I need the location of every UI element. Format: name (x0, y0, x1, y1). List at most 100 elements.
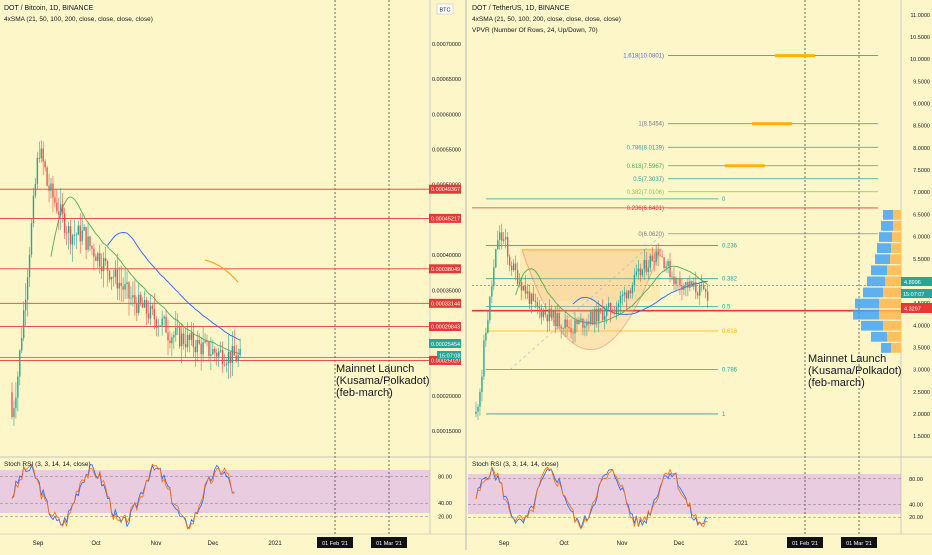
left-candle-body (95, 256, 97, 261)
right-retracement-label: 0.618 (722, 329, 738, 335)
left-candle-body (77, 225, 79, 235)
right-vpvr-bar-down (883, 287, 901, 298)
left-candle-body (179, 327, 181, 347)
right-y-tick-label: 3.0000 (913, 368, 930, 374)
right-candle-body (639, 268, 642, 276)
left-candle-body (219, 350, 222, 352)
right-annotation-line-1: Mainnet Launch (808, 353, 886, 365)
right-candle-body (645, 260, 647, 272)
right-candle-body (546, 314, 548, 322)
left-candle-body (143, 299, 146, 308)
left-candle-body (157, 325, 159, 328)
left-candle-body (42, 148, 44, 162)
right-y-tick-label: 8.0000 (913, 146, 930, 152)
left-candle-body (218, 351, 220, 357)
right-y-tick-label: 5.5000 (913, 257, 930, 263)
left-candle-body (24, 299, 27, 311)
right-candle-body (522, 285, 525, 291)
left-candle-body (126, 282, 128, 285)
left-level-badge (429, 184, 461, 194)
right-candle-body (663, 257, 665, 269)
right-candle-body (485, 332, 487, 341)
left-candle-body (223, 364, 226, 366)
right-candle-body (611, 312, 614, 313)
right-candle-body (516, 270, 519, 284)
right-vpvr-bar-down (893, 209, 901, 220)
right-candle-body (655, 251, 657, 263)
left-candle-body (54, 197, 56, 203)
right-y-tick-label: 9.0000 (913, 102, 930, 108)
right-price-label: 4.8996 (904, 280, 921, 286)
left-date-marker-badge (317, 537, 353, 548)
left-candle-body (91, 246, 93, 249)
right-target-zone (752, 122, 792, 126)
right-y-tick-label: 11.0000 (911, 13, 930, 19)
left-rsi-level-label: 40.00 (438, 501, 452, 507)
right-candle-body (510, 265, 513, 271)
left-candle-body (206, 340, 208, 342)
right-candle-body (619, 296, 622, 304)
right-candle-body (544, 311, 546, 315)
left-candle-body (173, 335, 175, 338)
right-candle-body (566, 319, 568, 327)
left-candle-body (26, 277, 29, 300)
left-level-label: 0.00029843 (431, 325, 460, 331)
right-candle-body (706, 291, 709, 301)
right-y-tick-label: 3.5000 (913, 345, 930, 351)
right-candle-body (564, 319, 566, 329)
right-candle-body (548, 308, 550, 322)
right-x-tick-label: Nov (617, 541, 628, 547)
left-candle-body (194, 346, 196, 353)
left-candle-body (81, 230, 83, 242)
right-candle-body (691, 281, 693, 287)
left-candle-body (163, 316, 165, 319)
left-x-tick-label: 2021 (268, 541, 282, 547)
right-rsi-k-line (475, 467, 708, 530)
right-fib-extension-label: 1(8.5454) (638, 122, 664, 128)
right-price-badge (901, 277, 932, 286)
left-candle-body (46, 167, 48, 186)
right-y-tick-label: 10.5000 (910, 35, 930, 41)
left-candle-body (99, 253, 101, 267)
left-candle-body (36, 157, 39, 184)
left-candle-body (180, 333, 183, 347)
left-date-marker-label: 01 Feb '21 (322, 541, 348, 547)
right-rsi-level-label: 80.00 (909, 477, 923, 483)
right-candle-body (540, 308, 543, 318)
left-countdown-badge (437, 351, 461, 359)
left-candle-body (161, 318, 163, 326)
left-candle-body (140, 294, 142, 303)
left-sma-50-line (107, 232, 241, 341)
right-retracement-label: 1 (722, 412, 726, 418)
left-annotation-line-3: (feb-march) (336, 387, 393, 399)
right-fib-extension-label: 0.236(6.6481) (627, 206, 664, 212)
left-indicator-label: 4xSMA (21, 50, 100, 200, close, close, c… (4, 16, 153, 23)
right-candle-body (499, 232, 501, 241)
right-candle-body (532, 293, 535, 301)
right-candle-body (653, 261, 655, 263)
right-candle-body (609, 303, 612, 313)
right-y-tick-label: 6.5000 (913, 212, 930, 218)
left-candle-body (67, 226, 70, 233)
right-fib-extension-label: 0.5(7.3037) (633, 177, 664, 183)
left-last-price-label: 0.00025454 (431, 342, 460, 348)
right-y-tick-label: 9.5000 (913, 79, 930, 85)
left-candle-body (237, 355, 239, 362)
right-candle-body (576, 320, 578, 324)
right-candle-body (671, 276, 673, 278)
left-candle-body (229, 351, 232, 363)
right-fib-extension-label: 0.618(7.5967) (627, 164, 664, 170)
right-candle-body (554, 310, 556, 327)
right-candle-body (501, 232, 503, 241)
right-candle-body (598, 308, 600, 322)
left-candle-body (48, 185, 50, 191)
right-target-zone (725, 164, 765, 168)
right-date-marker-label: 01 Mar '21 (846, 541, 872, 547)
right-candle-body (570, 328, 572, 333)
right-annotation-line-2: (Kusama/Polkadot) (808, 365, 902, 377)
left-candle-body (38, 157, 40, 159)
right-candle-body (602, 309, 604, 320)
right-y-tick-label: 2.0000 (913, 412, 930, 418)
left-candle-body (177, 327, 179, 329)
